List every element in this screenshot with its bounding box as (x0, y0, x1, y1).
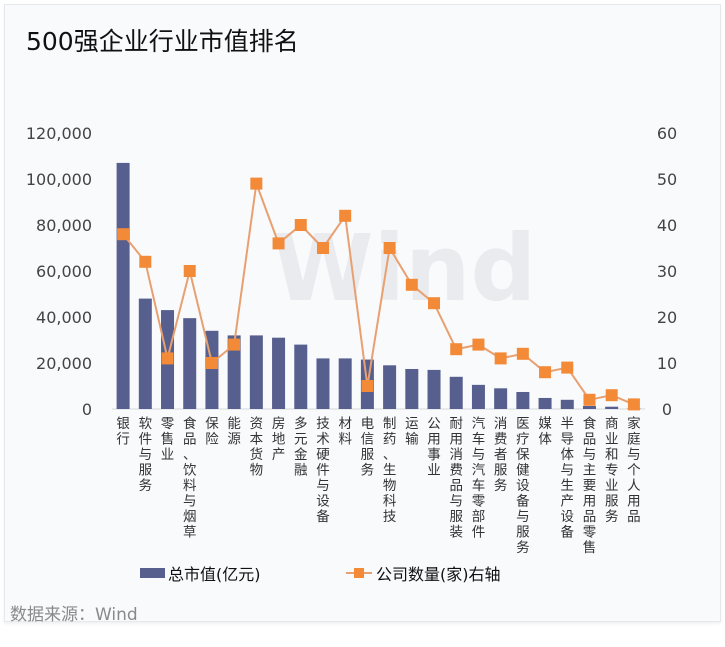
category-label: 运输 (405, 416, 419, 448)
right-axis-tick: 40 (657, 216, 677, 235)
left-axis-tick: 100,000 (26, 170, 92, 189)
category-label: 媒体 (538, 416, 552, 448)
line-marker (294, 219, 307, 231)
right-axis-tick: 10 (657, 354, 677, 373)
line-marker (272, 237, 285, 250)
line-marker (161, 352, 174, 365)
left-axis-tick: 0 (82, 400, 92, 419)
bar (138, 298, 152, 409)
bar (294, 344, 308, 409)
line-marker (561, 361, 574, 374)
bar (516, 391, 530, 409)
bar (249, 335, 263, 409)
bar (227, 335, 241, 409)
line-marker (139, 255, 152, 268)
bar (338, 358, 352, 409)
line-marker (316, 242, 329, 254)
left-axis-tick: 80,000 (36, 216, 92, 235)
right-axis-tick: 60 (657, 124, 677, 143)
category-label: 银行 (116, 416, 130, 448)
category-label: 医疗保健设备与服务 (516, 416, 530, 556)
left-axis-tick: 40,000 (36, 308, 92, 327)
line-marker (605, 389, 618, 402)
category-label: 食品与主要用品零售 (583, 415, 597, 556)
right-axis-tick: 20 (657, 308, 677, 327)
legend-bar-swatch (140, 568, 165, 578)
line-marker (516, 347, 529, 360)
legend-marker-swatch (354, 568, 364, 578)
line-marker (539, 366, 552, 379)
legend-bar-label: 总市值(亿元) (168, 565, 261, 584)
category-label: 电信服务 (361, 416, 375, 479)
category-label: 消费者服务 (494, 416, 508, 494)
line-marker (228, 338, 241, 351)
category-label: 零售业 (161, 416, 175, 463)
line-marker (405, 278, 418, 291)
bar (316, 358, 330, 409)
bar (449, 376, 463, 409)
category-label: 家庭与个人用品 (627, 415, 641, 525)
line-marker (494, 352, 507, 365)
line-marker (117, 228, 130, 241)
category-label: 商业和专业服务 (605, 416, 619, 525)
category-label: 软件与服务 (139, 416, 153, 494)
category-label: 材料 (338, 416, 352, 448)
right-axis-tick: 50 (657, 170, 677, 189)
legend-line-label: 公司数量(家)右轴 (376, 565, 501, 584)
bar (272, 337, 286, 409)
category-label: 食品、饮料与烟草 (183, 415, 197, 541)
bar (383, 365, 397, 409)
category-label: 资本货物 (250, 416, 264, 479)
left-axis-tick: 60,000 (36, 262, 92, 281)
line-marker (450, 343, 463, 356)
bar (538, 397, 552, 409)
right-axis-tick: 0 (662, 400, 672, 419)
line-marker (205, 357, 218, 369)
right-axis-tick: 30 (657, 262, 677, 281)
category-label: 房地产 (272, 416, 286, 463)
bar (405, 368, 419, 409)
bar (560, 399, 574, 409)
line-marker (183, 265, 196, 277)
category-label: 汽车与汽车零部件 (472, 416, 486, 541)
line-marker (428, 297, 441, 310)
line-marker (361, 380, 374, 392)
line-marker (472, 338, 485, 351)
bar (427, 369, 441, 409)
watermark-logo: Wind (272, 215, 536, 322)
bar (183, 318, 197, 409)
line-marker (339, 209, 352, 222)
category-label: 能源 (227, 416, 241, 448)
bar (605, 406, 619, 409)
category-label: 半导体与生产设备 (561, 416, 575, 541)
bar (494, 388, 508, 409)
category-label: 耐用消费品与服装 (449, 416, 463, 541)
line-marker (583, 393, 596, 406)
line-marker (250, 177, 263, 190)
bar (582, 406, 596, 409)
line-marker (627, 398, 640, 411)
left-axis-tick: 120,000 (26, 124, 92, 143)
category-label: 保险 (205, 416, 219, 448)
bar (116, 162, 130, 409)
category-label: 技术硬件与设备 (316, 416, 330, 525)
category-label: 制药、生物科技 (383, 416, 397, 525)
chart-title: 500强企业行业市值排名 (26, 27, 299, 56)
category-label: 公用事业 (427, 416, 441, 479)
source-note: 数据来源：Wind (10, 605, 138, 625)
line-marker (383, 242, 396, 254)
bar (471, 384, 485, 409)
left-axis-tick: 20,000 (36, 354, 92, 373)
category-label: 多元金融 (294, 415, 308, 479)
